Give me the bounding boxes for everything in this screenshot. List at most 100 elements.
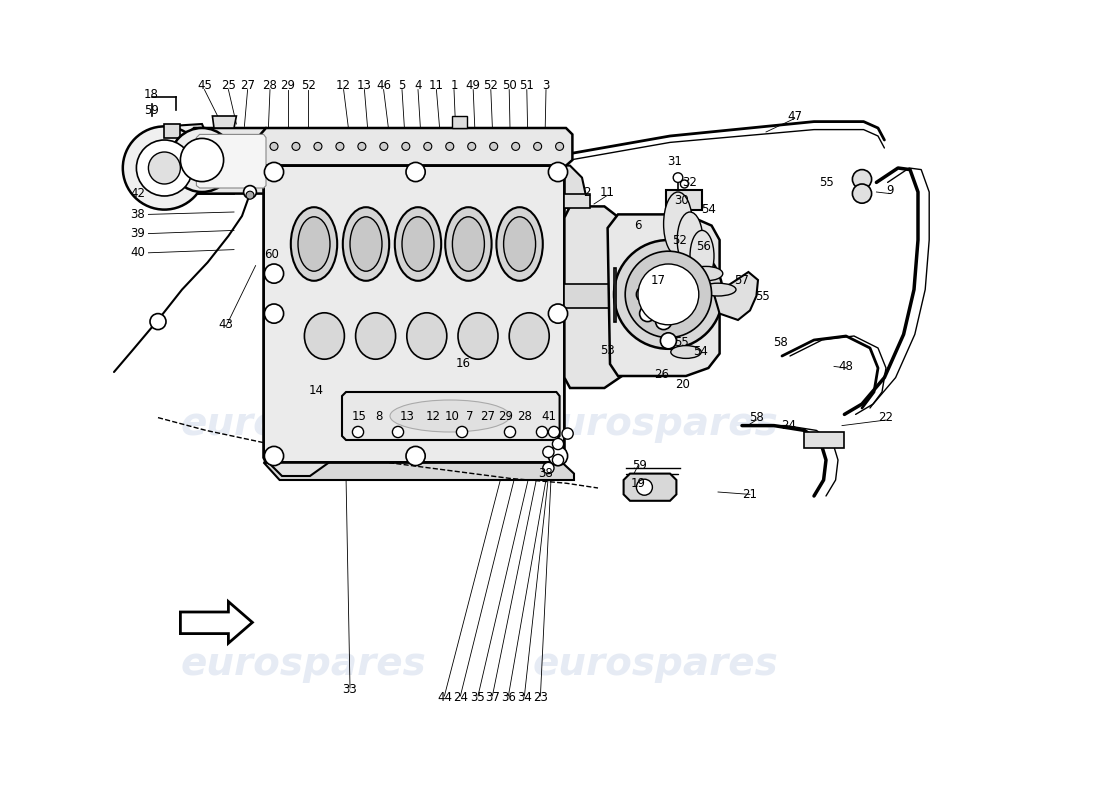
Circle shape bbox=[243, 186, 256, 198]
Text: 33: 33 bbox=[342, 683, 358, 696]
Circle shape bbox=[270, 142, 278, 150]
Ellipse shape bbox=[355, 313, 396, 359]
Text: 39: 39 bbox=[131, 227, 145, 240]
Text: 46: 46 bbox=[376, 79, 392, 92]
Text: 13: 13 bbox=[358, 79, 372, 92]
Circle shape bbox=[246, 191, 254, 199]
Circle shape bbox=[406, 162, 426, 182]
Text: 4: 4 bbox=[415, 79, 421, 92]
Circle shape bbox=[379, 142, 388, 150]
Circle shape bbox=[352, 426, 364, 438]
Text: 34: 34 bbox=[517, 691, 531, 704]
Text: 55: 55 bbox=[674, 336, 689, 349]
Circle shape bbox=[264, 264, 284, 283]
Text: 28: 28 bbox=[263, 79, 277, 92]
Circle shape bbox=[656, 314, 672, 330]
Text: eurospares: eurospares bbox=[180, 405, 427, 443]
Text: 16: 16 bbox=[456, 358, 471, 370]
Circle shape bbox=[148, 152, 180, 184]
Circle shape bbox=[542, 446, 554, 458]
Ellipse shape bbox=[700, 283, 736, 296]
Text: 14: 14 bbox=[309, 384, 323, 397]
Circle shape bbox=[123, 126, 206, 210]
Circle shape bbox=[358, 142, 366, 150]
Polygon shape bbox=[164, 124, 205, 138]
Circle shape bbox=[264, 162, 284, 182]
Text: 58: 58 bbox=[749, 411, 763, 424]
Circle shape bbox=[314, 142, 322, 150]
Circle shape bbox=[468, 142, 475, 150]
Text: 54: 54 bbox=[701, 203, 716, 216]
Text: 3: 3 bbox=[542, 79, 550, 92]
Text: 31: 31 bbox=[668, 155, 682, 168]
Text: 56: 56 bbox=[696, 240, 711, 253]
Ellipse shape bbox=[452, 217, 484, 271]
Polygon shape bbox=[804, 432, 845, 448]
Text: 20: 20 bbox=[675, 378, 690, 390]
Text: 38: 38 bbox=[131, 208, 145, 221]
Ellipse shape bbox=[350, 217, 382, 271]
Text: 45: 45 bbox=[197, 79, 212, 92]
Circle shape bbox=[549, 446, 568, 466]
Ellipse shape bbox=[402, 217, 434, 271]
Text: 18: 18 bbox=[144, 88, 159, 101]
Circle shape bbox=[562, 428, 573, 439]
Ellipse shape bbox=[690, 266, 723, 281]
Polygon shape bbox=[270, 166, 586, 208]
Circle shape bbox=[637, 286, 652, 302]
Text: 23: 23 bbox=[534, 691, 548, 704]
Text: 36: 36 bbox=[500, 691, 516, 704]
Circle shape bbox=[456, 426, 468, 438]
Circle shape bbox=[614, 240, 723, 349]
Text: 32: 32 bbox=[682, 176, 696, 189]
Text: 52: 52 bbox=[483, 79, 498, 92]
Text: 25: 25 bbox=[221, 79, 235, 92]
Ellipse shape bbox=[678, 212, 703, 268]
Text: 19: 19 bbox=[630, 477, 646, 490]
Text: 42: 42 bbox=[131, 187, 145, 200]
Text: 1: 1 bbox=[450, 79, 458, 92]
Text: 49: 49 bbox=[465, 79, 481, 92]
Text: 29: 29 bbox=[280, 79, 295, 92]
Circle shape bbox=[150, 314, 166, 330]
Circle shape bbox=[549, 304, 568, 323]
Polygon shape bbox=[212, 116, 236, 128]
Text: 48: 48 bbox=[838, 360, 854, 373]
Text: eurospares: eurospares bbox=[532, 645, 779, 683]
Text: 41: 41 bbox=[541, 410, 556, 422]
Circle shape bbox=[424, 142, 432, 150]
Polygon shape bbox=[714, 272, 758, 320]
Text: 40: 40 bbox=[131, 246, 145, 259]
Text: 2: 2 bbox=[583, 186, 591, 198]
Circle shape bbox=[512, 142, 519, 150]
Circle shape bbox=[490, 142, 497, 150]
Ellipse shape bbox=[390, 400, 510, 432]
Ellipse shape bbox=[509, 313, 549, 359]
Circle shape bbox=[660, 333, 676, 349]
Ellipse shape bbox=[343, 207, 389, 281]
Circle shape bbox=[852, 184, 871, 203]
Polygon shape bbox=[266, 392, 338, 476]
Polygon shape bbox=[624, 474, 676, 501]
Circle shape bbox=[264, 446, 284, 466]
Text: 11: 11 bbox=[601, 186, 615, 198]
Text: 7: 7 bbox=[466, 410, 474, 422]
Text: 52: 52 bbox=[301, 79, 316, 92]
Text: 8: 8 bbox=[375, 410, 383, 422]
Circle shape bbox=[534, 142, 541, 150]
Text: 54: 54 bbox=[693, 346, 707, 358]
Text: 11: 11 bbox=[429, 79, 444, 92]
Ellipse shape bbox=[458, 313, 498, 359]
Circle shape bbox=[638, 264, 698, 325]
Polygon shape bbox=[641, 266, 672, 291]
Polygon shape bbox=[180, 602, 252, 643]
Text: 60: 60 bbox=[264, 248, 279, 261]
Circle shape bbox=[402, 142, 410, 150]
Polygon shape bbox=[264, 166, 564, 462]
Text: 29: 29 bbox=[498, 410, 514, 422]
Text: 13: 13 bbox=[400, 410, 415, 422]
Polygon shape bbox=[666, 190, 702, 210]
Circle shape bbox=[852, 170, 871, 189]
Circle shape bbox=[552, 454, 563, 466]
Polygon shape bbox=[607, 214, 719, 376]
